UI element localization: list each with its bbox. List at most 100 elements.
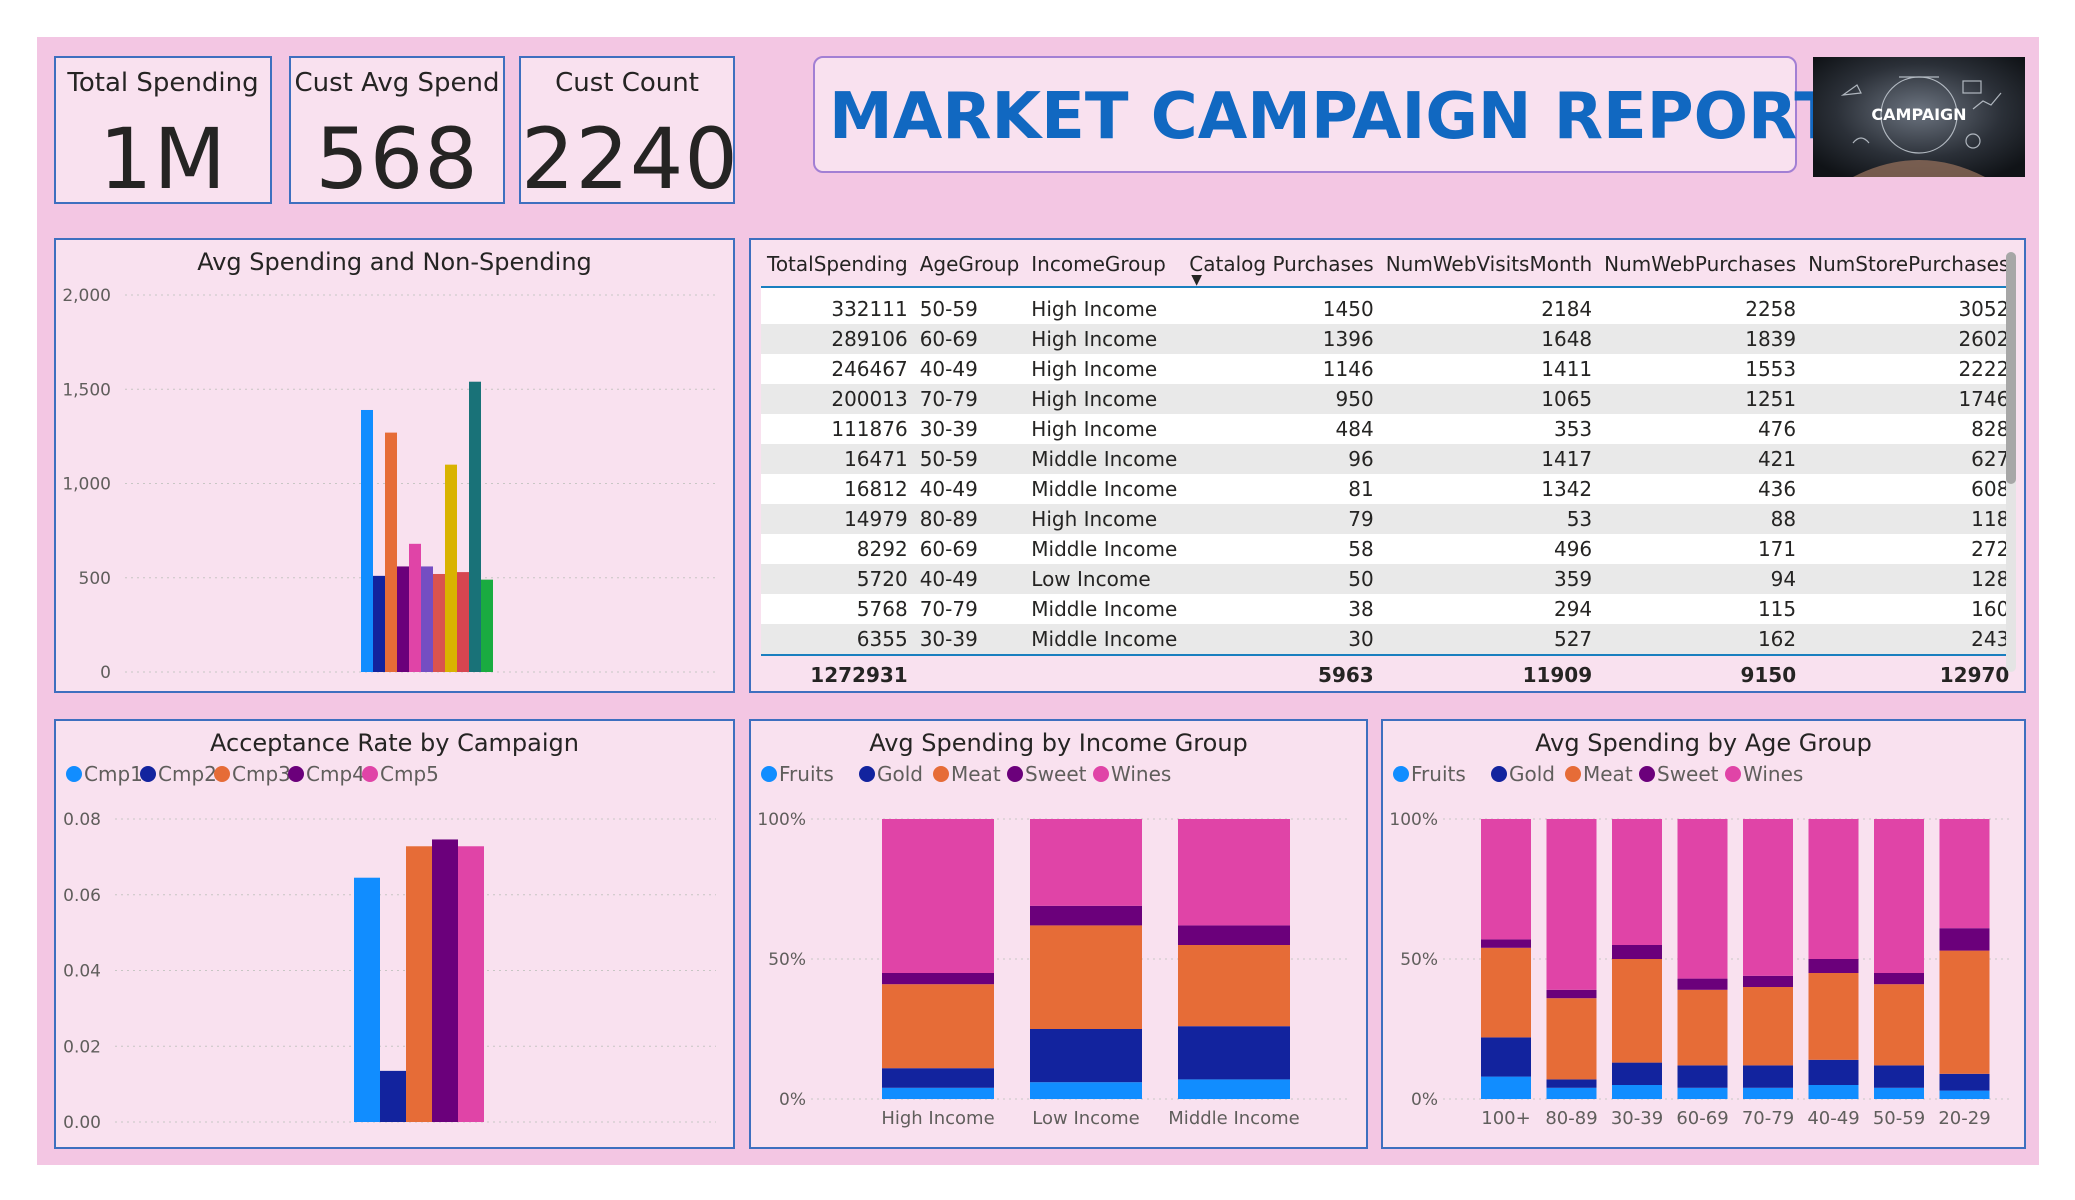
table-row[interactable]: 111876 30-39 High Income 484 353 476 828 [761,414,2016,444]
age-group-chart[interactable]: Avg Spending by Age Group Fruits Gold Meat… [1381,719,2026,1149]
kpi-cust-count[interactable]: Cust Count 2240 [519,56,738,208]
stacked-segment[interactable] [1178,925,1290,945]
acceptance-rate-chart[interactable]: Acceptance Rate by Campaign Cmp1 Cmp2 Cmp3… [54,719,735,1149]
legend-label[interactable]: Sweet [1657,762,1719,786]
stacked-segment[interactable] [1612,1085,1662,1099]
stacked-segment[interactable] [1178,945,1290,1027]
stacked-segment[interactable] [1939,928,1990,951]
stacked-segment[interactable] [1481,1076,1531,1099]
column-header[interactable]: AgeGroup [913,246,1026,288]
stacked-segment[interactable] [1874,984,1924,1066]
stacked-segment[interactable] [1874,973,1924,985]
stacked-segment[interactable] [1874,1065,1924,1088]
stacked-segment[interactable] [1808,1059,1859,1085]
stacked-segment[interactable] [1546,998,1597,1080]
bar[interactable] [361,409,373,672]
stacked-segment[interactable] [882,819,994,973]
bar[interactable] [409,543,421,672]
table-row[interactable]: 5768 70-79 Middle Income 38 294 115 160 [761,594,2016,624]
avg-spending-chart[interactable]: Avg Spending and Non-Spending 0 500 1,000 1… [54,238,735,693]
stacked-segment[interactable] [1612,819,1662,945]
table-row[interactable]: 200013 70-79 High Income 950 1065 1251 1746 [761,384,2016,414]
stacked-segment[interactable] [1030,1082,1142,1099]
stacked-segment[interactable] [1481,819,1531,940]
legend-label[interactable]: Cmp2 [158,762,217,786]
legend-label[interactable]: Cmp4 [306,762,365,786]
stacked-segment[interactable] [1030,819,1142,906]
stacked-segment[interactable] [1743,1065,1793,1088]
table-row[interactable]: 246467 40-49 High Income 1146 1411 1553 2222 [761,354,2016,384]
stacked-segment[interactable] [1481,939,1531,948]
table-scrollbar[interactable] [2006,252,2016,672]
bar[interactable] [469,381,481,672]
table-row[interactable]: 14979 80-89 High Income 79 53 88 118 [761,504,2016,534]
bar[interactable] [380,1070,406,1122]
stacked-segment[interactable] [1808,959,1859,973]
bar[interactable] [432,839,458,1122]
legend-label[interactable]: Wines [1111,762,1171,786]
stacked-segment[interactable] [1030,1029,1142,1083]
stacked-segment[interactable] [1874,819,1924,973]
legend-label[interactable]: Gold [1509,762,1555,786]
legend-label[interactable]: Meat [951,762,1001,786]
table-row[interactable]: 16471 50-59 Middle Income 96 1417 421 627 [761,444,2016,474]
stacked-segment[interactable] [1743,819,1793,976]
bar[interactable] [373,575,385,672]
bar[interactable] [421,566,433,672]
purchases-table-visual[interactable]: TotalSpending AgeGroup IncomeGroup Catal… [749,238,2026,693]
stacked-segment[interactable] [1546,819,1597,990]
legend-label[interactable]: Sweet [1025,762,1087,786]
stacked-segment[interactable] [882,984,994,1069]
stacked-segment[interactable] [1030,905,1142,926]
bar[interactable] [457,572,469,672]
kpi-cust-avg-spend[interactable]: Cust Avg Spend 568 [289,56,505,208]
scrollbar-thumb[interactable] [2006,252,2016,484]
stacked-segment[interactable] [1808,973,1859,1060]
stacked-segment[interactable] [1178,1026,1290,1080]
legend-label[interactable]: Cmp1 [84,762,143,786]
stacked-segment[interactable] [1178,1079,1290,1099]
table-row[interactable]: 5720 40-49 Low Income 50 359 94 128 [761,564,2016,594]
stacked-segment[interactable] [1874,1087,1924,1099]
column-header[interactable]: IncomeGroup [1025,246,1184,288]
legend-label[interactable]: Cmp3 [232,762,291,786]
column-header[interactable]: NumStorePurchases [1802,246,2016,288]
stacked-segment[interactable] [1939,1090,1990,1099]
stacked-segment[interactable] [1939,950,1990,1074]
kpi-total-spending[interactable]: Total Spending 1M [54,56,272,208]
income-group-chart[interactable]: Avg Spending by Income Group Fruits Gold M… [749,719,1368,1149]
legend-label[interactable]: Meat [1583,762,1633,786]
stacked-segment[interactable] [1178,819,1290,926]
stacked-segment[interactable] [1677,819,1728,979]
stacked-segment[interactable] [1677,1087,1728,1099]
stacked-segment[interactable] [1743,987,1793,1066]
stacked-segment[interactable] [1677,978,1728,990]
stacked-segment[interactable] [1939,819,1990,929]
table-row[interactable]: 289106 60-69 High Income 1396 1648 1839 2602 [761,324,2016,354]
stacked-segment[interactable] [1677,989,1728,1066]
bar[interactable] [433,573,445,672]
stacked-segment[interactable] [1743,1087,1793,1099]
stacked-segment[interactable] [1481,947,1531,1038]
legend-label[interactable]: Cmp5 [380,762,439,786]
legend-label[interactable]: Fruits [1411,762,1466,786]
table-row[interactable]: 16812 40-49 Middle Income 81 1342 436 608 [761,474,2016,504]
stacked-segment[interactable] [1612,945,1662,959]
table-row[interactable]: 8292 60-69 Middle Income 58 496 171 272 [761,534,2016,564]
stacked-segment[interactable] [1546,1079,1597,1088]
stacked-segment[interactable] [1546,1087,1597,1099]
stacked-segment[interactable] [1677,1065,1728,1088]
bar[interactable] [445,464,457,672]
column-header[interactable]: NumWebPurchases [1598,246,1803,288]
stacked-segment[interactable] [1481,1037,1531,1077]
legend-label[interactable]: Wines [1743,762,1803,786]
bar[interactable] [458,846,484,1122]
stacked-segment[interactable] [882,1068,994,1088]
stacked-segment[interactable] [1612,1062,1662,1085]
bar[interactable] [406,846,432,1122]
bar[interactable] [385,432,397,672]
stacked-segment[interactable] [1808,819,1859,959]
stacked-segment[interactable] [1030,925,1142,1029]
table-row[interactable]: 6355 30-39 Middle Income 30 527 162 243 [761,624,2016,655]
stacked-segment[interactable] [1612,959,1662,1063]
